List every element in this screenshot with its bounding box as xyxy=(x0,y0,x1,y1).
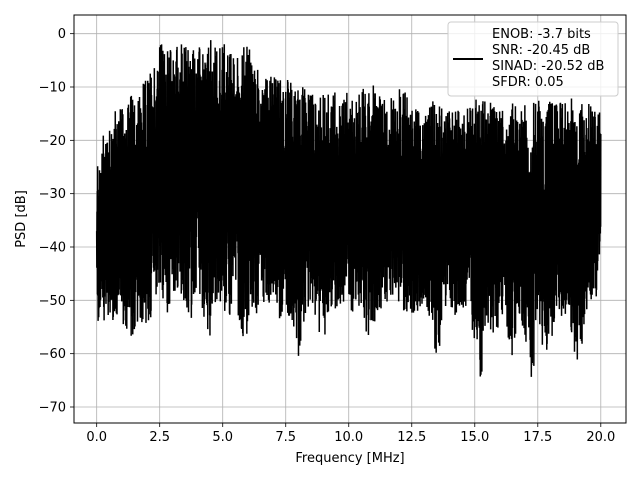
x-tick-label: 10.0 xyxy=(334,430,363,445)
legend-sinad: SINAD: -20.52 dB xyxy=(492,59,604,74)
x-tick-label: 20.0 xyxy=(586,430,615,445)
x-ticks: 0.0 2.5 5.0 7.5 10.0 12.5 15.0 17.5 20.0 xyxy=(86,423,615,445)
y-tick-label: −30 xyxy=(39,187,66,202)
y-tick-label: −70 xyxy=(39,401,66,416)
axes-frame xyxy=(73,14,627,424)
x-tick-label: 17.5 xyxy=(523,430,552,445)
x-tick-label: 5.0 xyxy=(212,430,233,445)
legend-sfdr: SFDR: 0.05 xyxy=(492,75,564,90)
x-axis-label: Frequency [MHz] xyxy=(295,451,404,466)
y-tick-label: −50 xyxy=(39,294,66,309)
legend-enob: ENOB: -3.7 bits xyxy=(492,27,591,42)
x-tick-label: 15.0 xyxy=(460,430,489,445)
y-tick-label: −20 xyxy=(39,134,66,149)
y-tick-label: −40 xyxy=(39,241,66,256)
x-tick-label: 2.5 xyxy=(149,430,170,445)
y-axis-label: PSD [dB] xyxy=(14,190,29,248)
psd-trace xyxy=(95,40,602,377)
x-tick-label: 12.5 xyxy=(397,430,426,445)
y-tick-label: 0 xyxy=(58,27,66,42)
x-tick-label: 0.0 xyxy=(86,430,107,445)
y-tick-label: −10 xyxy=(39,81,66,96)
legend-box xyxy=(447,21,619,97)
y-ticks: 0 −10 −20 −30 −40 −50 −60 −70 xyxy=(39,27,74,416)
y-tick-label: −60 xyxy=(39,347,66,362)
legend: ENOB: -3.7 bits SNR: -20.45 dB SINAD: -2… xyxy=(447,21,619,97)
legend-snr: SNR: -20.45 dB xyxy=(492,43,590,58)
x-tick-label: 7.5 xyxy=(275,430,296,445)
psd-series xyxy=(95,40,602,377)
